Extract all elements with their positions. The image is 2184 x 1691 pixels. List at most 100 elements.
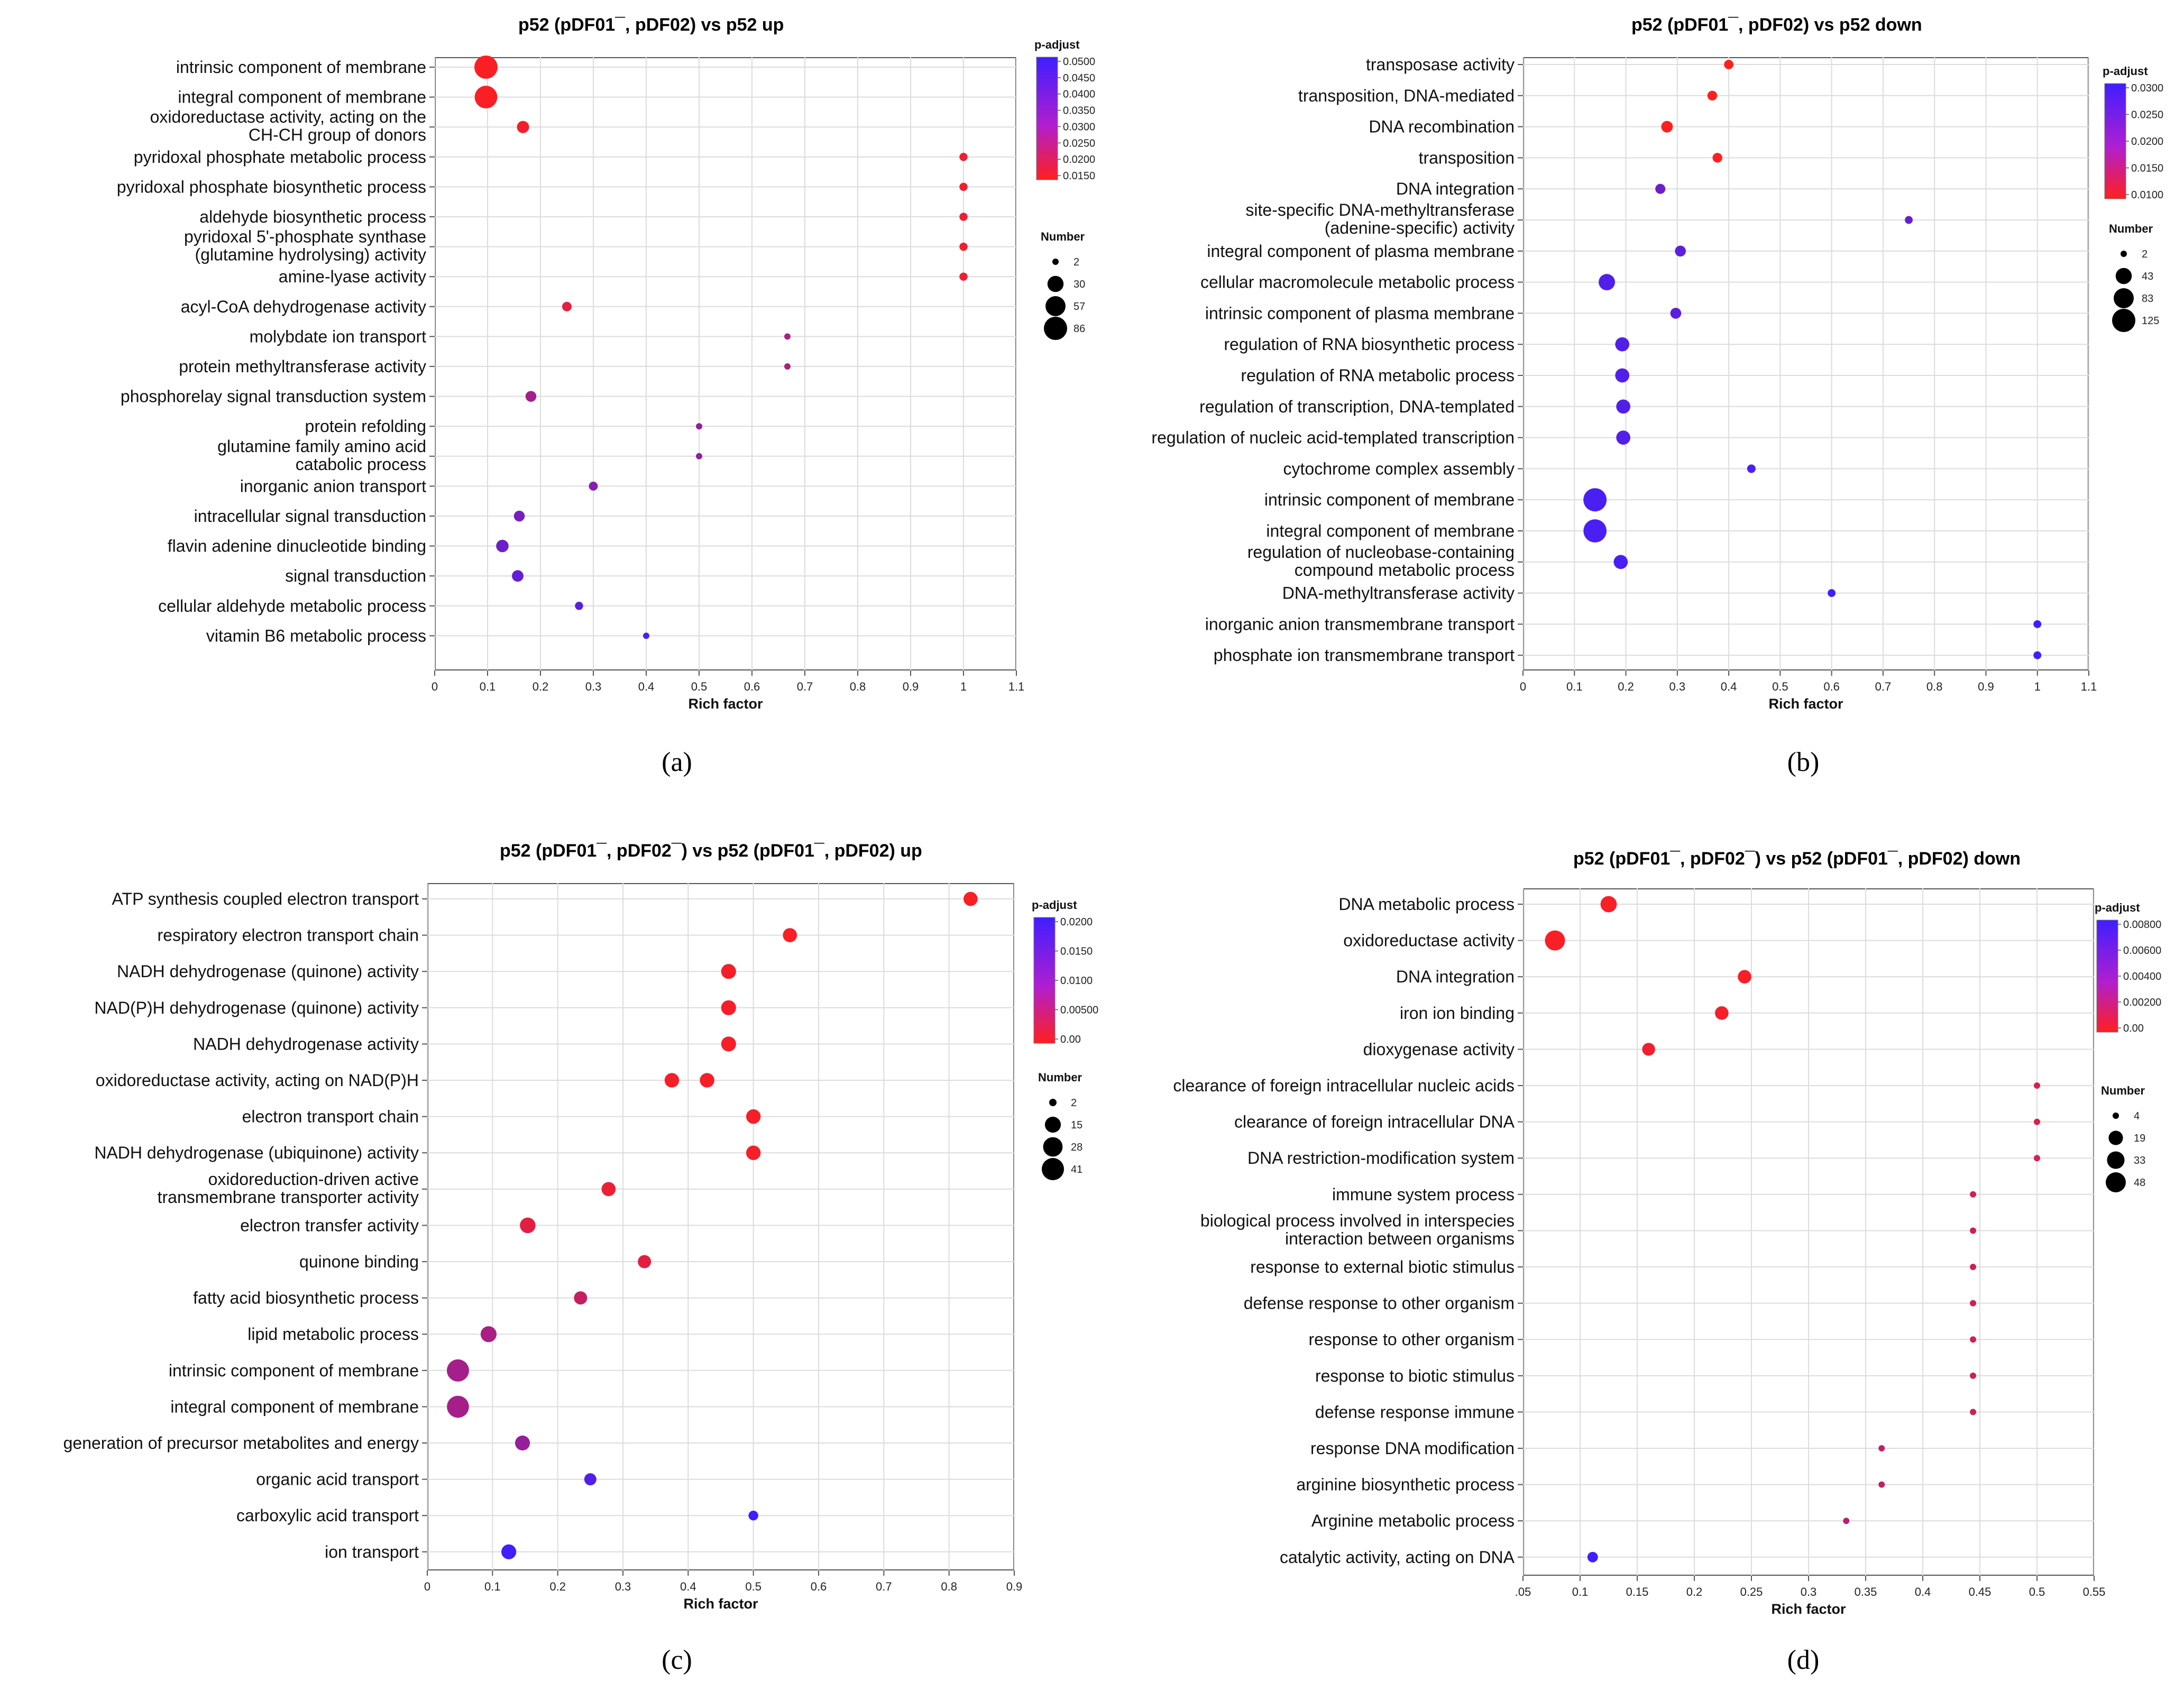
colorbar-tick-label: 0.0300 (2131, 82, 2163, 94)
data-point (512, 570, 524, 582)
data-point (2033, 620, 2042, 628)
data-point (2034, 1118, 2040, 1125)
data-point (959, 242, 968, 251)
colorbar-tick-label: 0.0200 (2131, 136, 2163, 148)
data-point (959, 213, 968, 221)
category-label: integral component of membrane (170, 1397, 419, 1416)
x-tick-label: 1 (960, 680, 967, 693)
category-label: catalytic activity, acting on DNA (1280, 1548, 1515, 1567)
data-point (1587, 1551, 1598, 1563)
x-axis-title: Rich factor (683, 1596, 758, 1612)
category-label: electron transfer activity (240, 1216, 419, 1235)
x-tick-label: 1 (2034, 680, 2041, 693)
x-tick-label: 0.7 (797, 680, 813, 693)
category-label-line: catabolic process (296, 455, 426, 474)
data-point (1878, 1481, 1885, 1488)
category-label: dioxygenase activity (1363, 1040, 1515, 1059)
category-label-line: oxidoreduction-driven active (208, 1170, 419, 1189)
colorbar-tick-label: 0.0100 (2131, 189, 2163, 201)
category-label: inorganic anion transmembrane transport (1205, 614, 1515, 633)
x-tick-label: 0.8 (1926, 680, 1943, 693)
data-point (959, 153, 968, 161)
data-point (1970, 1227, 1977, 1234)
size-legend-dot (1047, 275, 1064, 292)
data-point (589, 481, 598, 491)
category-label: response DNA modification (1310, 1439, 1515, 1458)
size-legend-dot (2114, 288, 2134, 308)
data-point (496, 539, 509, 553)
data-point (721, 964, 736, 979)
category-label: phosphate ion transmembrane transport (1214, 646, 1515, 665)
size-legend-title: Number (1038, 1071, 1082, 1084)
category-label: NAD(P)H dehydrogenase (quinone) activity (94, 998, 419, 1017)
data-point (2034, 1082, 2040, 1089)
data-point (2034, 1155, 2040, 1162)
colorbar-tick-label: 0.0400 (1063, 89, 1095, 100)
size-legend-label: 86 (1073, 323, 1085, 335)
panel-label: (a) (662, 747, 692, 777)
data-point (1655, 183, 1666, 194)
colorbar-tick-label: 0.0150 (1063, 170, 1095, 182)
category-label: oxidoreductase activity, acting on the CH… (150, 107, 426, 144)
x-tick-label: 0.25 (1740, 1585, 1763, 1598)
data-point (562, 301, 572, 311)
data-point (1843, 1518, 1850, 1524)
data-point (1642, 1043, 1655, 1056)
size-legend-label: 83 (2142, 293, 2153, 305)
colorbar-tick-label: 0.00600 (2123, 945, 2161, 957)
category-label: NADH dehydrogenase (ubiquinone) activity (94, 1143, 419, 1162)
size-legend-dot (2115, 268, 2132, 284)
size-legend-label: 30 (1073, 279, 1085, 290)
category-label: arginine biosynthetic process (1296, 1475, 1515, 1494)
x-tick-label: 0 (432, 680, 438, 693)
data-point (474, 86, 498, 109)
data-point (1545, 930, 1565, 951)
size-legend-label: 28 (1071, 1142, 1082, 1153)
category-label: regulation of RNA biosynthetic process (1224, 335, 1515, 354)
category-label: generation of precursor metabolites and … (63, 1433, 419, 1453)
x-tick-label: 0.2 (533, 680, 549, 693)
x-tick-label: 0.2 (1686, 1585, 1703, 1598)
data-point (525, 391, 537, 402)
colorbar-tick-label: 0.00500 (1060, 1005, 1098, 1016)
data-point (1712, 153, 1722, 163)
size-legend-title: Number (2101, 1084, 2145, 1097)
x-tick-label: 0.3 (1669, 680, 1686, 693)
category-label-line: transmembrane transporter activity (158, 1188, 419, 1207)
category-label-line: (adenine-specific) activity (1325, 218, 1515, 237)
data-point (1970, 1300, 1977, 1307)
data-point (1970, 1336, 1977, 1343)
category-label-line: biological process involved in interspec… (1200, 1211, 1515, 1230)
size-legend-dot (2106, 1172, 2126, 1192)
x-tick-label: 0.7 (876, 1580, 892, 1593)
data-point (700, 1073, 714, 1088)
colorbar (2096, 920, 2118, 1033)
data-point (1970, 1191, 1977, 1198)
size-legend-label: 33 (2134, 1155, 2145, 1166)
data-point (1878, 1445, 1885, 1451)
category-label: quinone binding (299, 1252, 419, 1271)
x-tick-label: 0.8 (850, 680, 866, 693)
data-point (575, 602, 583, 610)
category-label: clearance of foreign intracellular nucle… (1173, 1076, 1515, 1095)
colorbar (2104, 83, 2126, 199)
category-label: defense response immune (1315, 1402, 1515, 1421)
data-point (1661, 121, 1673, 133)
category-label: pyridoxal 5'-phosphate synthase (glutamin… (184, 227, 426, 264)
data-point (474, 56, 498, 79)
data-point (515, 1435, 530, 1451)
x-tick-label: 0.5 (2029, 1585, 2045, 1598)
x-tick-label: 0.4 (1721, 680, 1737, 693)
category-label: integral component of plasma membrane (1207, 242, 1515, 261)
x-tick-label: 0.45 (1969, 1585, 1992, 1598)
colorbar-tick-label: 0.0200 (1060, 916, 1093, 928)
category-label: organic acid transport (256, 1470, 419, 1489)
size-legend-dot (2113, 1113, 2119, 1119)
